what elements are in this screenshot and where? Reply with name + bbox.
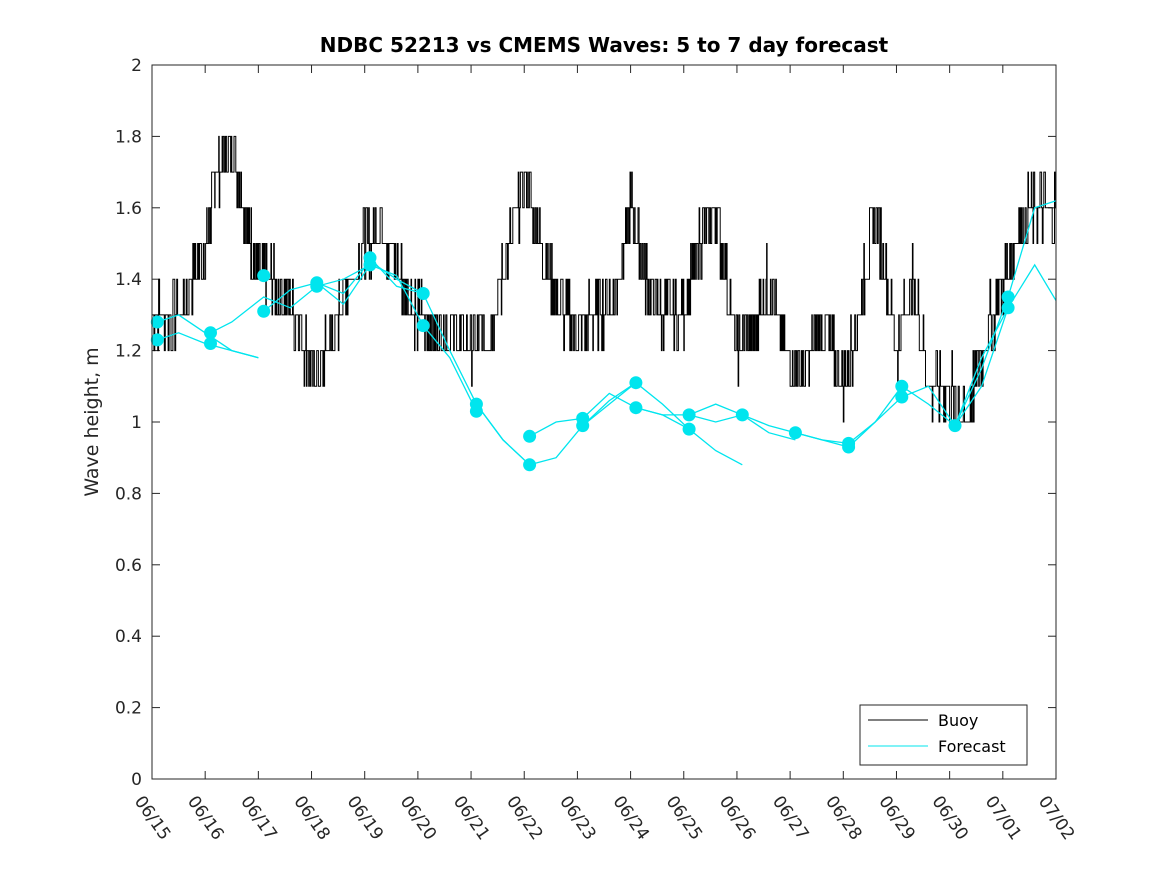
forecast-line [210,264,371,334]
forecast-marker [788,426,802,440]
legend-label-buoy: Buoy [938,711,978,730]
forecast-marker [682,422,696,436]
y-tick-label: 0.2 [115,699,142,719]
forecast-markers [150,251,1015,472]
forecast-line [316,264,477,412]
forecast-marker [310,279,324,293]
forecast-line [635,403,796,441]
forecast-marker [895,390,909,404]
forecast-marker [363,258,377,272]
forecast-marker [948,419,962,433]
forecast-line [263,260,424,312]
forecast-marker [895,379,909,393]
legend-box [859,704,1028,766]
forecast-marker [629,376,643,390]
forecast-line [475,382,637,466]
y-axis-label: Wave height, m [81,347,103,496]
y-tick-label: 0 [131,770,142,790]
forecast-marker [523,458,537,472]
plot-area [152,65,1056,779]
forecast-marker [842,440,856,454]
forecast-marker [629,401,643,415]
forecast-marker [150,333,164,347]
forecast-marker [416,287,430,300]
y-tick-label: 0.6 [115,556,142,576]
forecast-marker [204,337,217,350]
legend: Buoy Forecast [859,704,1028,766]
forecast-marker [523,429,537,443]
y-tick-label: 1 [131,413,142,433]
y-tick-label: 0.8 [115,484,142,504]
y-tick-label: 1.8 [115,127,142,147]
forecast-marker [1001,290,1015,304]
forecast-marker [576,419,590,433]
forecast-marker [469,404,483,418]
forecast-series [157,200,1057,466]
y-tick-label: 1.4 [115,270,142,290]
forecast-line [582,381,743,466]
forecast-marker [1001,301,1015,315]
y-tick-label: 0.4 [115,627,142,647]
y-tick-label: 1.2 [115,342,142,362]
forecast-marker [204,326,217,340]
forecast-marker [257,269,271,283]
forecast-marker [735,408,749,422]
forecast-marker [150,315,164,329]
forecast-marker [416,319,430,333]
legend-label-forecast: Forecast [938,737,1006,756]
forecast-line [848,307,1009,444]
y-tick-label: 2 [131,56,142,76]
forecast-marker [682,408,696,422]
chart-title: NDBC 52213 vs CMEMS Waves: 5 to 7 day fo… [320,33,889,57]
y-tick-label: 1.6 [115,199,142,219]
buoy-line [152,135,1056,423]
axes-box [151,64,1057,780]
buoy-series [152,135,1056,423]
forecast-marker [257,304,271,318]
y-tick-labels: 0 0.2 0.4 0.6 0.8 1 1.2 1.4 1.6 1.8 2 [115,56,142,790]
